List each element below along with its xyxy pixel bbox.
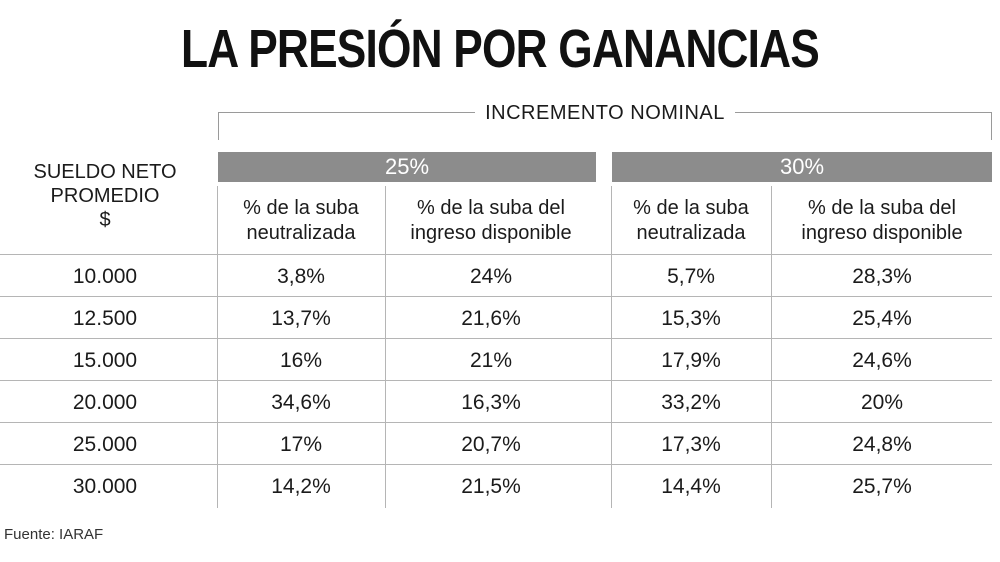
table-cell: 17,9% — [661, 349, 721, 372]
row-header-line-2: PROMEDIO — [50, 185, 160, 207]
subheader-line: % de la suba — [633, 197, 749, 219]
row-label: 15.000 — [72, 349, 138, 372]
subheader-line: % de la suba — [243, 197, 359, 219]
table-cell: 24% — [469, 265, 513, 288]
row-rule — [0, 422, 992, 423]
subheader-line: % de la suba del — [417, 197, 565, 219]
column-rule — [217, 186, 218, 508]
subheader-line: neutralizada — [246, 222, 356, 244]
table-cell: 17,3% — [661, 433, 721, 456]
table-cell: 21,5% — [461, 475, 521, 498]
table-cell: 17% — [279, 433, 323, 456]
chart-title: LA PRESIÓN POR GANANCIAS — [180, 19, 820, 79]
subheader-30-neutralizada: % de la suba neutralizada — [612, 186, 770, 252]
row-rule — [0, 380, 992, 381]
row-rule — [0, 338, 992, 339]
row-rule — [0, 464, 992, 465]
table-cell: 3,8% — [277, 265, 325, 288]
table-cell: 20,7% — [461, 433, 521, 456]
table-cell: 5,7% — [667, 265, 715, 288]
column-rule — [771, 186, 772, 508]
table-cell: 14,2% — [271, 475, 331, 498]
row-label: 12.500 — [72, 307, 138, 330]
row-label: 10.000 — [72, 265, 138, 288]
row-header-line-1: SUELDO NETO — [33, 161, 177, 183]
table-cell: 21,6% — [461, 307, 521, 330]
row-header-line-3: $ — [99, 209, 111, 231]
subheader-line: % de la suba del — [808, 197, 956, 219]
table-cell: 16,3% — [461, 391, 521, 414]
row-rule — [0, 296, 992, 297]
group-header: INCREMENTO NOMINAL — [218, 102, 992, 140]
table-cell: 25,7% — [852, 475, 912, 498]
table-cell: 20% — [860, 391, 904, 414]
row-header: SUELDO NETO PROMEDIO $ — [0, 160, 210, 232]
table-cell: 13,7% — [271, 307, 331, 330]
group-band-25: 25% — [218, 152, 596, 182]
table-cell: 14,4% — [661, 475, 721, 498]
subheader-30-ingreso: % de la suba del ingreso disponible — [772, 186, 992, 252]
group-band-30: 30% — [612, 152, 992, 182]
row-label: 25.000 — [72, 433, 138, 456]
subheader-line: ingreso disponible — [801, 222, 963, 244]
table-cell: 28,3% — [852, 265, 912, 288]
table-cell: 33,2% — [661, 391, 721, 414]
source-note: Fuente: IARAF — [4, 526, 104, 543]
column-rule — [611, 186, 612, 508]
table-cell: 34,6% — [271, 391, 331, 414]
subheader-line: neutralizada — [636, 222, 746, 244]
group-header-label: INCREMENTO NOMINAL — [475, 102, 735, 124]
row-rule — [0, 254, 992, 255]
subheader-25-ingreso: % de la suba del ingreso disponible — [386, 186, 596, 252]
table-cell: 15,3% — [661, 307, 721, 330]
row-label: 20.000 — [72, 391, 138, 414]
table-cell: 21% — [469, 349, 513, 372]
table-cell: 25,4% — [852, 307, 912, 330]
table-cell: 24,6% — [852, 349, 912, 372]
row-label: 30.000 — [72, 475, 138, 498]
subheader-25-neutralizada: % de la suba neutralizada — [218, 186, 384, 252]
table-cell: 16% — [279, 349, 323, 372]
table-cell: 24,8% — [852, 433, 912, 456]
subheader-line: ingreso disponible — [410, 222, 572, 244]
column-rule — [385, 186, 386, 508]
